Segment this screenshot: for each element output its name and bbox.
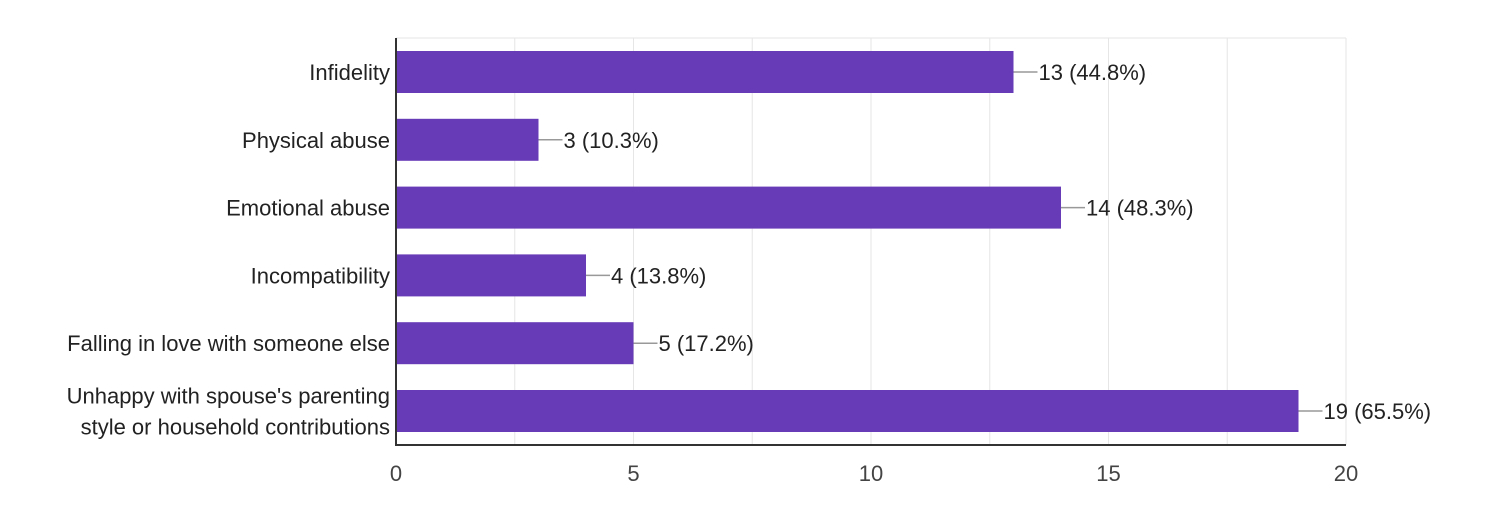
bar [396,322,634,365]
category-label: Emotional abuse [226,196,390,221]
axes [395,38,1346,446]
category-label: Unhappy with spouse's parenting [67,384,390,409]
bar [396,254,586,297]
x-tick-label: 10 [859,461,883,486]
data-label: 14 (48.3%) [1086,196,1194,221]
x-tick-label: 5 [627,461,639,486]
x-tick-label: 15 [1096,461,1120,486]
bars [396,51,1299,432]
data-label: 13 (44.8%) [1039,60,1147,85]
category-label: Infidelity [309,60,390,85]
data-label: 19 (65.5%) [1324,399,1432,424]
bar [396,186,1061,229]
bar [396,51,1014,93]
labels: 13 (44.8%) Infidelity 3 (10.3%) Physical ab… [67,60,1432,486]
gridlines [396,37,1347,445]
category-label: Physical abuse [242,128,390,153]
category-label: Incompatibility [251,263,390,288]
x-tick-label: 20 [1334,461,1358,486]
data-label: 5 (17.2%) [659,331,754,356]
category-label: style or household contributions [81,415,390,440]
x-tick-label: 0 [390,461,402,486]
data-label: 4 (13.8%) [611,263,706,288]
category-label: Falling in love with someone else [67,331,390,356]
bar [396,118,539,161]
bar [396,390,1299,432]
data-label: 3 (10.3%) [564,128,659,153]
